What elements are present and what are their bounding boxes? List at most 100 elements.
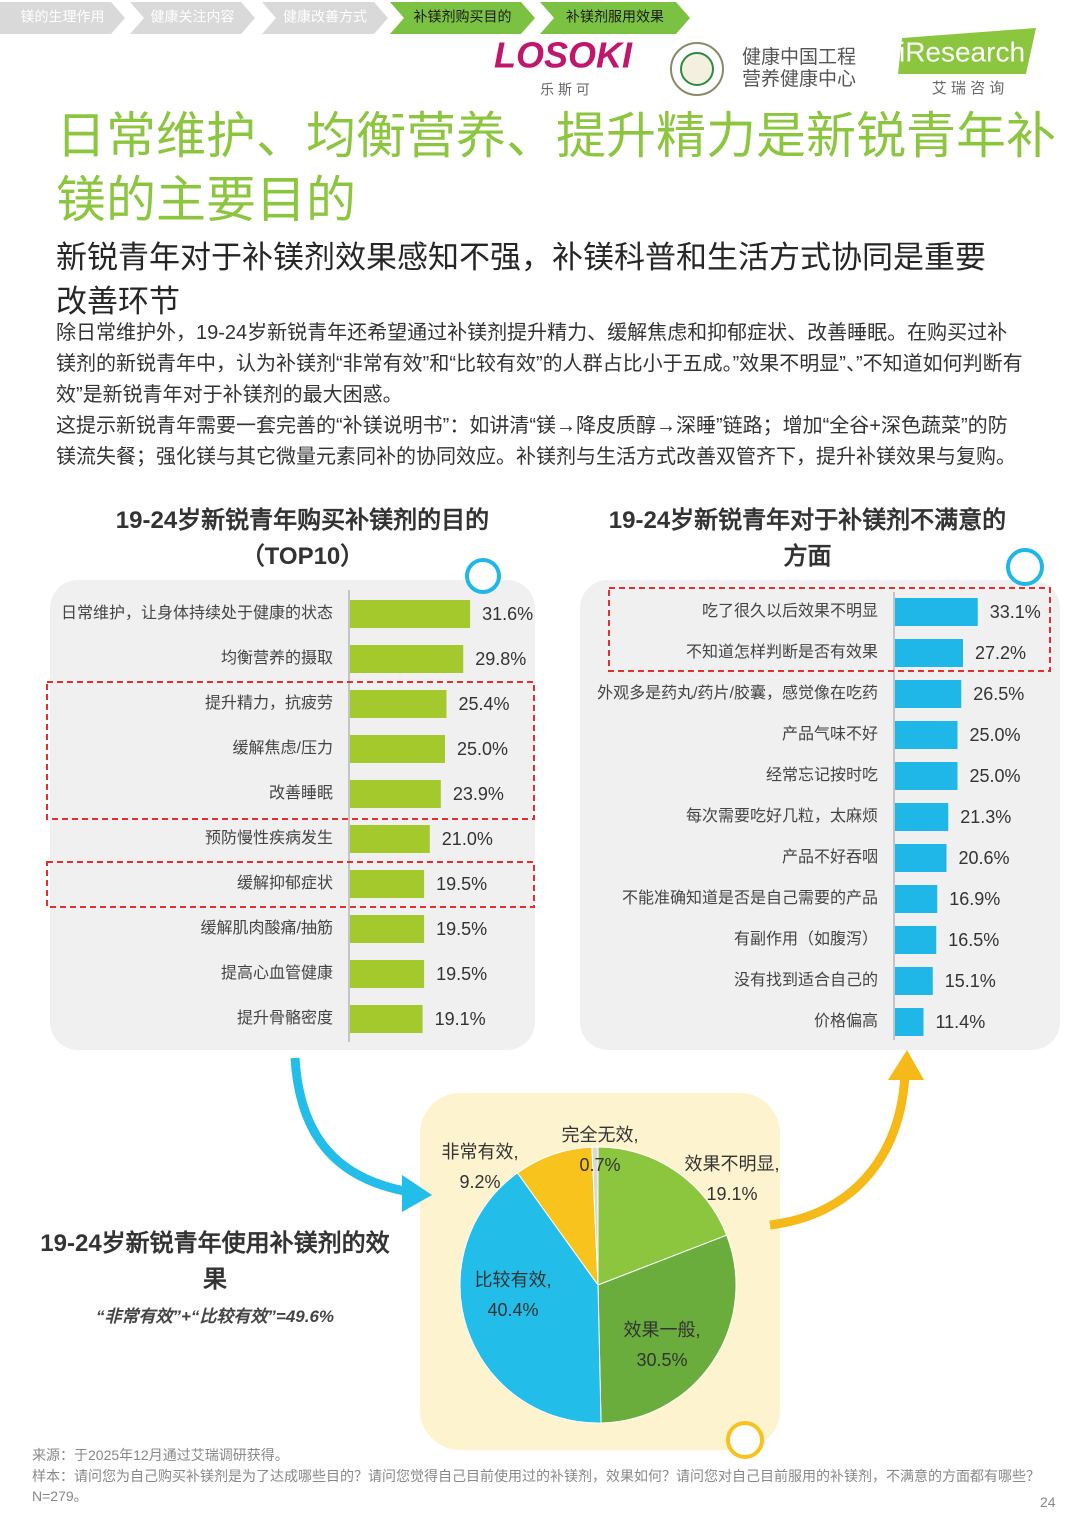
value-label: 25.0%: [970, 725, 1021, 745]
chart-title: 19-24岁新锐青年购买补镁剂的目的（TOP10）: [115, 507, 490, 570]
category-label: 价格偏高: [814, 1012, 878, 1030]
research-logo: iResearch: [899, 36, 1025, 67]
value-label: 21.3%: [960, 807, 1011, 827]
value-label: 33.1%: [990, 602, 1041, 622]
pie-slice: [597, 1234, 737, 1424]
bar: [350, 825, 430, 853]
icon: [1006, 548, 1044, 586]
chart-title: 19-24岁新锐青年使用补镁剂的效果: [40, 1230, 390, 1293]
pie-slice: [516, 1146, 599, 1287]
nav-tab: [0, 2, 125, 34]
bar: [350, 915, 425, 943]
category-label: 改善睡眠: [269, 784, 333, 802]
slice-value: 19.1%: [706, 1184, 757, 1204]
value-label: 20.6%: [959, 848, 1010, 868]
highlight-box: [46, 681, 535, 820]
bar: [895, 967, 933, 995]
category-label: 不知道怎样判断是否有效果: [686, 643, 878, 661]
category-label: 没有找到适合自己的: [734, 971, 878, 989]
nav-tab: [540, 2, 690, 34]
slice-label: 效果不明显,: [684, 1154, 779, 1174]
paragraph: 除日常维护外，19-24岁新锐青年还希望通过补镁剂提升精力、缓解焦虑和抑郁症状、…: [56, 322, 1023, 406]
highlight-box: [608, 587, 1051, 672]
category-label: 每次需要吃好几粒，太麻烦: [686, 807, 878, 825]
partner-logo-inner: [680, 52, 714, 86]
nav-tab: [390, 2, 535, 34]
bar: [350, 735, 445, 763]
slice-value: 9.2%: [459, 1172, 500, 1192]
research-cn: 艾 瑞 咨 询: [932, 80, 1005, 97]
flow-arrow: [290, 1057, 411, 1197]
slice-label: 效果一般,: [623, 1320, 700, 1340]
research-logo-bg: [898, 28, 1036, 74]
category-label: 缓解焦虑/压力: [233, 739, 333, 757]
highlight-box: [46, 861, 535, 908]
value-label: 29.8%: [475, 649, 526, 669]
value-label: 25.0%: [457, 739, 508, 759]
bar: [895, 1008, 924, 1036]
slice-value: 30.5%: [636, 1350, 687, 1370]
page-subtitle: 新锐青年对于补镁剂效果感知不强，补镁科普和生活方式协同是重要改善环节: [56, 240, 986, 319]
category-label: 产品气味不好: [782, 725, 878, 743]
category-label: 预防慢性疾病发生: [205, 829, 333, 847]
bar: [895, 762, 958, 790]
pie-slice: [597, 1146, 728, 1286]
bar: [895, 598, 978, 626]
value-label: 31.6%: [482, 604, 533, 624]
nav-tab-label: 补镁剂购买目的: [414, 9, 512, 25]
category-label: 提高心血管健康: [221, 964, 333, 982]
value-label: 26.5%: [973, 684, 1024, 704]
value-label: 19.1%: [435, 1009, 486, 1029]
category-label: 提升骨骼密度: [237, 1009, 333, 1027]
flow-arrowhead: [402, 1175, 432, 1212]
nav-tab-label: 健康关注内容: [151, 9, 235, 25]
category-label: 不能准确知道是否是自己需要的产品: [622, 889, 878, 907]
category-label: 均衡营养的摄取: [221, 649, 333, 667]
partner-name: 营养健康中心: [742, 68, 856, 90]
bar: [895, 639, 963, 667]
bar: [895, 721, 958, 749]
category-label: 日常维护，让身体持续处于健康的状态: [61, 604, 333, 622]
bar: [895, 844, 947, 872]
icon: [465, 558, 501, 594]
value-label: 25.4%: [459, 694, 510, 714]
value-label: 15.1%: [945, 971, 996, 991]
page-number: 24: [1040, 1494, 1056, 1510]
flow-arrow: [769, 1074, 910, 1230]
nav-tab-label: 镁的生理作用: [21, 9, 105, 25]
value-label: 23.9%: [453, 784, 504, 804]
value-label: 27.2%: [975, 643, 1026, 663]
bar: [350, 780, 441, 808]
value-label: 21.0%: [442, 829, 493, 849]
bar: [895, 680, 962, 708]
partner-name: 健康中国工程: [742, 46, 856, 68]
category-label: 产品不好吞咽: [782, 848, 878, 866]
slice-label: 完全无效,: [561, 1125, 638, 1145]
category-label: 缓解抑郁症状: [237, 874, 333, 892]
sample-note: 样本：请问您为自己购买补镁剂是为了达成哪些目的？请问您觉得自己目前使用过的补镁剂…: [32, 1468, 1040, 1504]
chart-title: 19-24岁新锐青年对于补镁剂不满意的方面: [608, 507, 1007, 570]
category-label: 经常忘记按时吃: [766, 766, 878, 784]
slice-value: 0.7%: [579, 1155, 620, 1175]
slice-label: 比较有效,: [474, 1270, 551, 1290]
bar: [350, 690, 447, 718]
category-label: 外观多是药丸/药片/胶囊，感觉像在吃药: [597, 684, 878, 702]
value-label: 25.0%: [970, 766, 1021, 786]
slice-value: 40.4%: [487, 1300, 538, 1320]
value-label: 19.5%: [436, 919, 487, 939]
annotation: “非常有效”+“比较有效”=49.6%: [95, 1307, 335, 1326]
category-label: 提升精力，抗疲劳: [205, 694, 333, 712]
bar: [350, 870, 425, 898]
page-title: 日常维护、均衡营养、提升精力是新锐青年补镁的主要目的: [56, 108, 1056, 228]
value-label: 11.4%: [936, 1012, 986, 1032]
value-label: 16.5%: [948, 930, 999, 950]
nav-tab: [130, 2, 255, 34]
pie-slice: [591, 1146, 599, 1286]
icon: [726, 1421, 764, 1459]
value-label: 19.5%: [436, 874, 487, 894]
nav-tab-label: 补镁剂服用效果: [566, 9, 664, 25]
category-label: 缓解肌肉酸痛/抽筋: [201, 919, 333, 937]
value-label: 19.5%: [436, 964, 487, 984]
